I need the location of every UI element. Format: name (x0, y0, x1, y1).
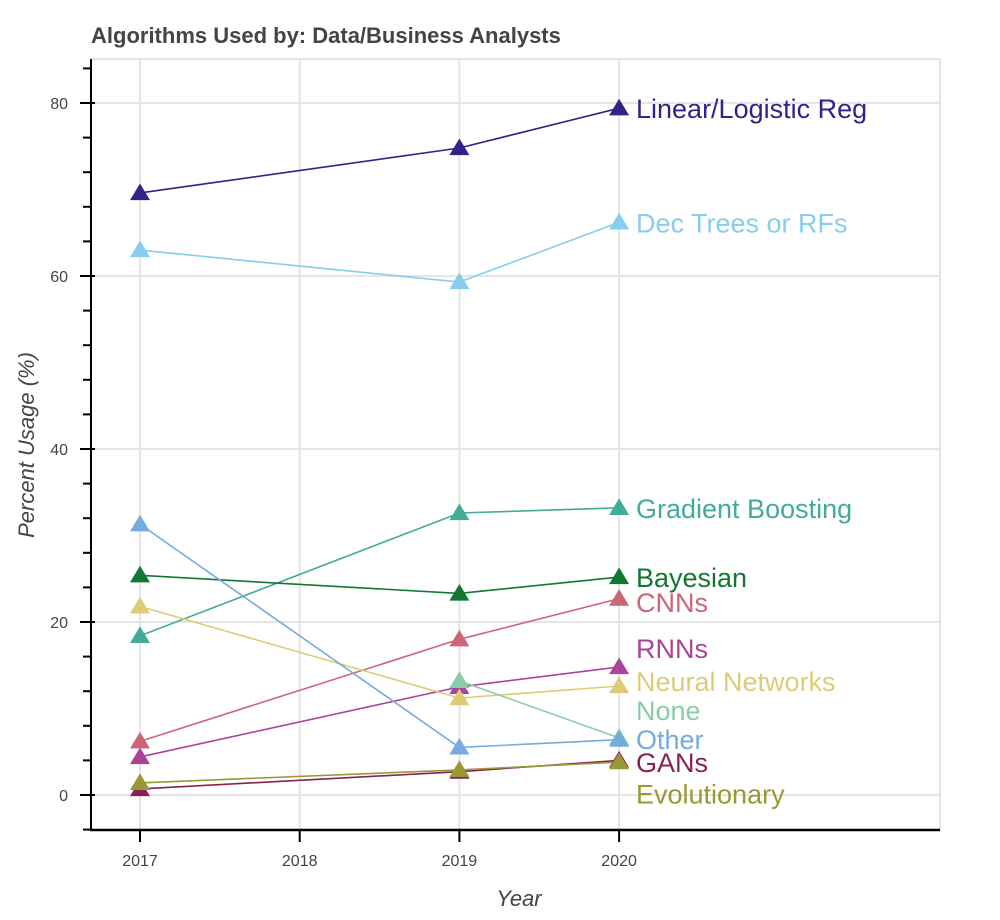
series-line (459, 680, 620, 739)
series-bayesian (130, 565, 630, 601)
data-point-triangle (609, 98, 630, 116)
y-axis-label: Percent Usage (%) (14, 352, 39, 538)
data-point-triangle (449, 629, 470, 647)
series-labels: Linear/Logistic Reg Dec Trees or RFs Gradi… (636, 94, 867, 809)
x-tick-label: 2017 (122, 853, 158, 870)
chart-title: Algorithms Used by: Data/Business Analys… (91, 23, 561, 48)
series-line (139, 759, 620, 790)
data-point-triangle (130, 514, 150, 532)
series-rnns (130, 657, 630, 765)
y-tick-label: 40 (50, 442, 68, 459)
series-neural-networks (130, 596, 630, 706)
data-point-triangle (130, 731, 150, 749)
series-line (139, 605, 620, 699)
data-point-triangle (609, 752, 630, 770)
data-point-triangle (130, 596, 150, 614)
y-tick-label: 0 (59, 788, 68, 805)
series-line (139, 761, 620, 784)
series-label: Dec Trees or RFs (636, 208, 848, 238)
data-point-triangle (609, 212, 630, 230)
x-axis-label: Year (496, 886, 543, 911)
data-point-triangle (449, 688, 470, 706)
data-point-triangle (609, 589, 630, 606)
series-label: Neural Networks (636, 667, 836, 697)
y-tick-label: 20 (50, 615, 68, 632)
data-point-triangle (130, 773, 150, 791)
data-point-triangle (449, 138, 470, 156)
data-point-triangle (130, 565, 150, 583)
series-none (449, 671, 630, 746)
series-label: CNNs (636, 588, 708, 618)
data-point-triangle (609, 498, 630, 515)
series-line (139, 523, 620, 749)
x-tick-label: 2020 (601, 853, 637, 870)
axes: 0 20 40 60 80 2017 2018 2019 2020 (50, 59, 940, 870)
series-dec-trees-or-rfs (130, 212, 630, 290)
series-label: Gradient Boosting (636, 494, 852, 524)
data-point-triangle (449, 671, 470, 688)
series-linear-logistic-reg (130, 98, 630, 201)
plot-frame (91, 58, 941, 830)
data-point-triangle (449, 272, 470, 290)
y-tick-label: 60 (50, 269, 68, 286)
data-point-triangle (609, 730, 630, 747)
y-tick-label: 80 (50, 96, 68, 113)
series-label: Linear/Logistic Reg (636, 94, 867, 124)
series-line (139, 574, 620, 595)
series-gradient-boosting (130, 498, 630, 643)
data-point-triangle (609, 657, 630, 675)
series-line (139, 221, 620, 283)
data-point-triangle (130, 747, 150, 765)
series-cnns (130, 589, 630, 749)
series-line (139, 107, 620, 194)
series-label: GANs (636, 748, 708, 778)
series-label: Bayesian (636, 563, 747, 593)
data-point-triangle (130, 183, 150, 201)
grid-lines (91, 59, 940, 830)
series-label: Evolutionary (636, 779, 785, 809)
x-tick-label: 2018 (282, 853, 318, 870)
x-tick-label: 2019 (442, 853, 478, 870)
series-line (139, 597, 620, 743)
series-label: RNNs (636, 634, 708, 664)
data-point-triangle (449, 737, 470, 755)
series-layer (130, 98, 630, 797)
data-point-triangle (449, 760, 470, 778)
series-label: None (636, 696, 701, 726)
data-point-triangle (449, 583, 470, 601)
data-point-triangle (609, 676, 630, 694)
series-other (130, 514, 630, 755)
data-point-triangle (130, 626, 150, 643)
data-point-triangle (609, 567, 630, 585)
data-point-triangle (130, 240, 150, 258)
series-evolutionary (130, 752, 630, 791)
series-label: Other (636, 725, 704, 755)
data-point-triangle (449, 503, 470, 521)
